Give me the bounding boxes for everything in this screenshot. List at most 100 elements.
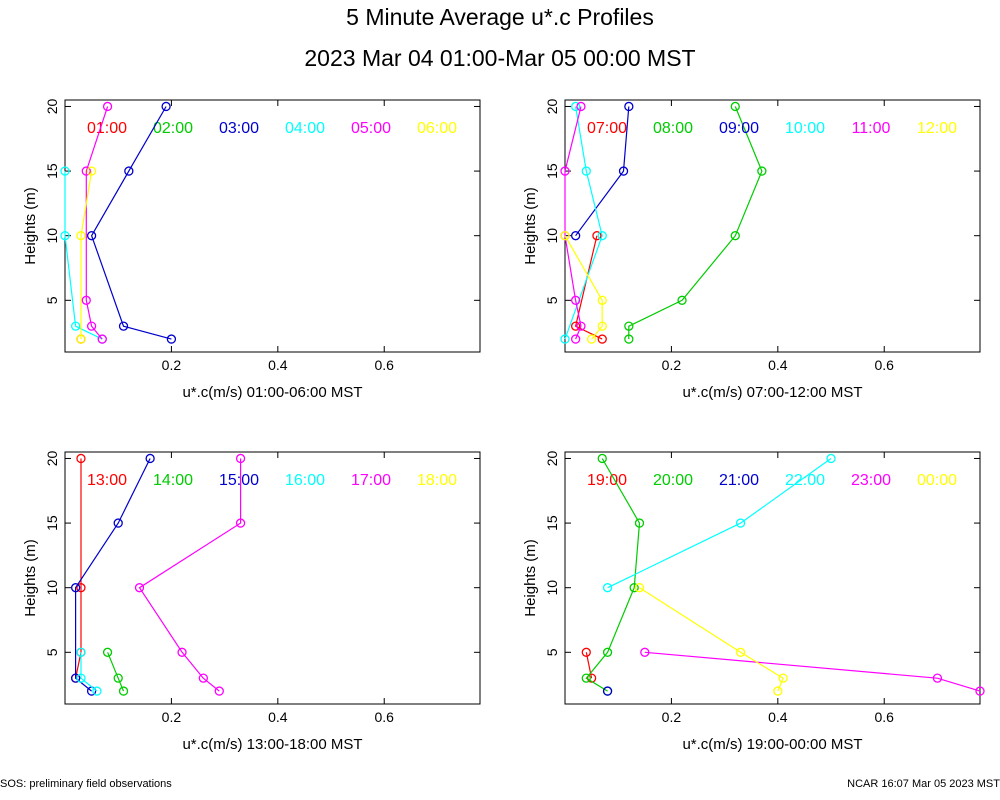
series-0600 — [76, 166, 97, 344]
chart-panel-2: 0.2 0.4 0.6 5 10 15 20 u*.c(m/s) 07:00-12:00 MS… — [522, 98, 981, 401]
data-point — [113, 518, 123, 528]
series-2000 — [581, 453, 645, 696]
data-point — [624, 334, 634, 344]
data-point — [629, 583, 639, 593]
legend-entry: 06:00 — [417, 120, 457, 137]
data-point — [634, 518, 645, 528]
legend-entry: 16:00 — [285, 472, 325, 489]
legend-entry: 09:00 — [719, 120, 759, 137]
legend-entry: 07:00 — [587, 120, 627, 137]
figure-subtitle: 2023 Mar 04 01:00-Mar 05 00:00 MST — [304, 45, 695, 71]
y-axis-label: Heights (m) — [522, 187, 539, 265]
plot-frame — [64, 99, 481, 353]
series-line — [644, 651, 981, 692]
data-point — [677, 295, 687, 305]
data-point — [602, 647, 613, 657]
data-point — [235, 518, 246, 528]
x-tick-label: 0.4 — [768, 357, 788, 373]
data-point — [81, 166, 91, 176]
data-point — [102, 647, 113, 657]
data-point — [975, 686, 985, 696]
series-1700 — [134, 453, 246, 696]
plot-frame — [64, 451, 481, 705]
data-point — [826, 453, 836, 464]
series-1000 — [560, 101, 607, 344]
series-1900 — [581, 647, 597, 683]
data-point — [177, 647, 187, 657]
data-point — [592, 231, 602, 241]
y-axis-label: Heights (m) — [22, 187, 39, 265]
data-point — [624, 101, 634, 112]
series-line — [564, 106, 603, 340]
data-point — [70, 583, 81, 593]
legend-entry: 05:00 — [351, 120, 391, 137]
data-point — [597, 231, 607, 241]
data-point — [560, 231, 570, 241]
data-point — [586, 673, 597, 683]
data-point — [624, 321, 634, 331]
x-tick-label: 0.6 — [374, 709, 394, 725]
series-line — [80, 171, 93, 340]
y-tick-label: 15 — [544, 163, 560, 179]
series-line — [575, 106, 630, 237]
y-tick-label: 10 — [544, 228, 560, 244]
series-line — [90, 106, 172, 340]
x-axis-label: u*.c(m/s) 13:00-18:00 MST — [182, 736, 362, 753]
data-point — [113, 673, 123, 683]
data-point — [730, 231, 740, 241]
plot-frame — [564, 451, 981, 705]
series-0400 — [60, 166, 107, 344]
data-point — [81, 295, 91, 305]
chart-panel-4: 0.2 0.4 0.6 5 10 15 20 u*.c(m/s) 19:00-00:00 MS… — [522, 450, 985, 753]
x-tick-label: 0.4 — [268, 709, 288, 725]
footer-right: NCAR 16:07 Mar 05 2023 MST — [847, 778, 1000, 790]
data-point — [586, 334, 597, 344]
y-tick-label: 15 — [44, 163, 60, 179]
x-tick-label: 0.6 — [874, 357, 894, 373]
series-line — [80, 652, 98, 692]
data-point — [581, 647, 591, 657]
y-tick-label: 5 — [44, 648, 60, 656]
series-line — [107, 652, 125, 692]
x-axis-label: u*.c(m/s) 19:00-00:00 MST — [682, 736, 862, 753]
series-line — [628, 106, 763, 340]
data-point — [932, 673, 943, 683]
data-point — [198, 673, 208, 683]
legend-entry: 15:00 — [219, 472, 259, 489]
data-point — [570, 231, 581, 241]
y-tick-label: 5 — [544, 296, 560, 304]
y-tick-label: 15 — [544, 515, 560, 531]
data-point — [730, 101, 740, 112]
x-tick-label: 0.2 — [662, 709, 682, 725]
data-point — [581, 673, 591, 683]
y-tick-label: 20 — [544, 450, 560, 466]
data-point — [576, 321, 586, 331]
legend-entry: 01:00 — [87, 120, 127, 137]
legend-entry: 21:00 — [719, 472, 759, 489]
series-0900 — [570, 101, 634, 241]
x-tick-label: 0.2 — [662, 357, 682, 373]
data-point — [60, 166, 70, 176]
data-point — [757, 166, 767, 176]
legend-entry: 13:00 — [87, 472, 127, 489]
data-point — [235, 453, 246, 464]
y-tick-label: 20 — [44, 450, 60, 466]
data-point — [735, 647, 746, 657]
data-point — [76, 334, 86, 344]
y-axis-label: Heights (m) — [22, 539, 39, 617]
x-axis-label: u*.c(m/s) 01:00-06:00 MST — [182, 384, 362, 401]
data-point — [602, 686, 613, 696]
data-point — [76, 231, 86, 241]
series-line — [74, 458, 151, 692]
data-point — [86, 166, 97, 176]
chart-panel-3: 0.2 0.4 0.6 5 10 15 20 u*.c(m/s) 13:00-18:00 MS… — [22, 450, 481, 753]
series-line — [564, 235, 603, 340]
data-point — [576, 101, 586, 112]
legend-entry: 11:00 — [852, 120, 891, 137]
legend-entry: 03:00 — [219, 120, 259, 137]
panels-group: 0.2 0.4 0.6 5 10 15 20 u*.c(m/s) 01:00-06:00 MS… — [22, 98, 985, 753]
series-1300 — [70, 453, 86, 683]
series-line — [85, 106, 109, 340]
data-point — [570, 295, 581, 305]
